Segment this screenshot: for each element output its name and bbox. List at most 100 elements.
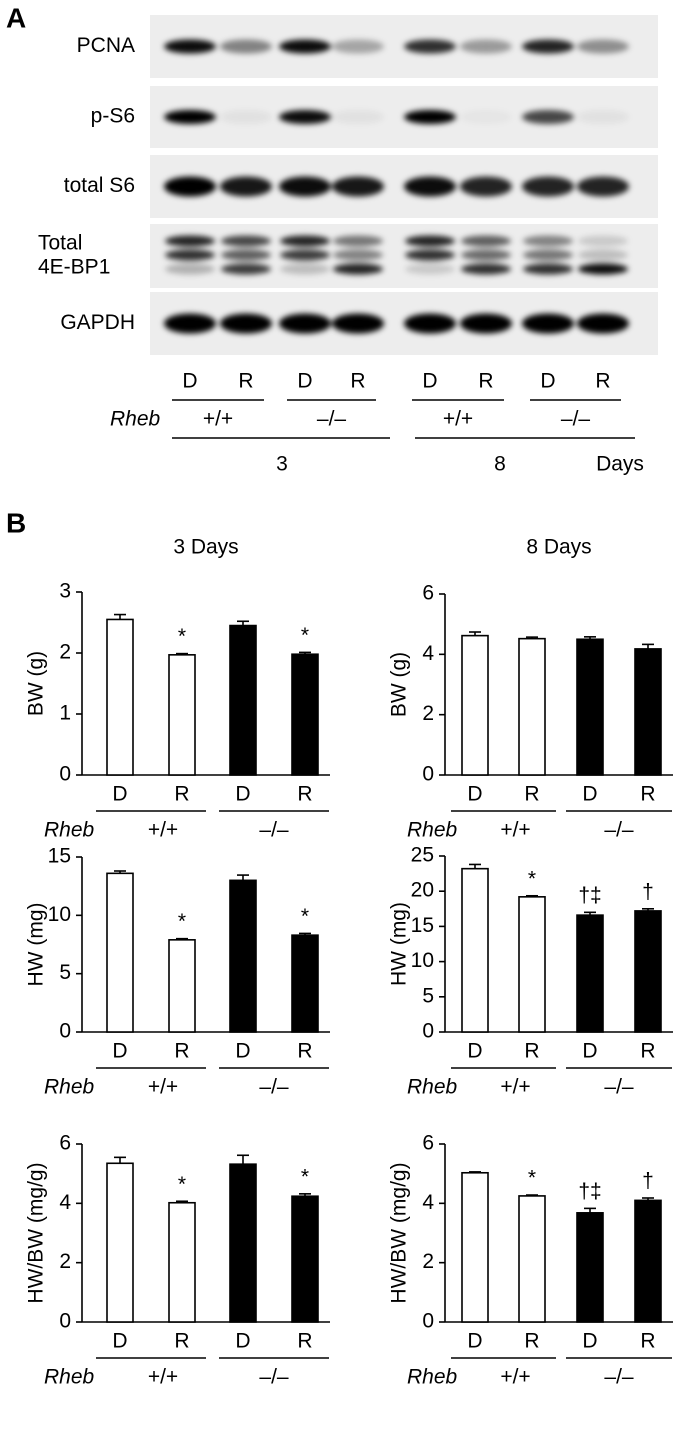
y-tick-label: 0: [422, 1020, 434, 1043]
significance-mark: †‡: [578, 1180, 601, 1203]
band: [577, 110, 629, 124]
band: [461, 249, 511, 261]
y-axis-label: HW/BW (mg/g): [25, 1162, 48, 1303]
y-tick-label: 4: [422, 1191, 434, 1214]
x-tick-label: D: [112, 1040, 127, 1063]
band: [279, 176, 331, 197]
genotype-label: +/+: [500, 1366, 530, 1389]
band: [279, 110, 331, 124]
blot-row-label: Total: [38, 232, 82, 255]
y-tick-label: 2: [422, 1250, 434, 1273]
significance-mark: *: [178, 1173, 186, 1196]
band: [164, 176, 216, 197]
x-tick-label: D: [112, 1330, 127, 1353]
x-tick-label: R: [174, 1330, 189, 1353]
y-tick-label: 25: [411, 844, 434, 867]
bar: [576, 638, 604, 776]
band: [577, 313, 629, 334]
band: [220, 313, 272, 334]
bar: [518, 896, 546, 1033]
y-axis-label: HW/BW (mg/g): [388, 1162, 411, 1303]
band: [577, 176, 629, 197]
x-tick-label: R: [297, 1330, 312, 1353]
strain-label: Rheb: [407, 819, 458, 842]
genotype-label: –/–: [259, 1366, 289, 1389]
strain-label: Rheb: [44, 1076, 95, 1099]
y-tick-label: 0: [59, 763, 71, 786]
bar: [168, 1201, 196, 1323]
y-tick-label: 0: [422, 763, 434, 786]
y-tick-label: 6: [422, 1132, 434, 1155]
x-tick-label: D: [582, 783, 597, 806]
band: [577, 39, 629, 54]
band: [460, 176, 512, 197]
x-tick-label: D: [582, 1040, 597, 1063]
y-tick-label: 0: [422, 1310, 434, 1333]
band: [220, 39, 272, 54]
y-tick-label: 1: [59, 702, 71, 725]
bar: [634, 648, 662, 776]
genotype-label: +/+: [443, 408, 473, 431]
band: [164, 110, 216, 124]
band: [522, 39, 574, 54]
band: [332, 39, 384, 54]
band: [404, 176, 456, 197]
y-tick-label: 15: [48, 845, 71, 868]
blot-bands: [164, 39, 629, 54]
blot-row-label: PCNA: [77, 34, 135, 57]
band: [280, 249, 330, 261]
y-tick-label: 15: [411, 914, 434, 937]
lane-label: R: [478, 370, 493, 393]
blot-row-label: p-S6: [91, 105, 135, 128]
y-tick-label: 0: [59, 1310, 71, 1333]
chart-title: 3 Days: [173, 536, 238, 559]
y-tick-label: 10: [411, 949, 434, 972]
panel-label: A: [6, 2, 26, 33]
y-tick-label: 2: [422, 702, 434, 725]
blot-bands: [165, 235, 628, 275]
y-tick-label: 20: [411, 879, 434, 902]
y-axis-label: HW (mg): [388, 902, 411, 986]
band: [279, 313, 331, 334]
band: [405, 235, 455, 247]
genotype-label: +/+: [500, 1076, 530, 1099]
lane-label: D: [422, 370, 437, 393]
day-label: 3: [276, 453, 288, 476]
bar: [634, 910, 662, 1033]
y-tick-label: 6: [59, 1132, 71, 1155]
bar: [518, 1195, 546, 1323]
bar: [168, 654, 196, 776]
genotype-label: –/–: [604, 1366, 634, 1389]
band: [522, 176, 574, 197]
lane-label: D: [297, 370, 312, 393]
bar: [106, 872, 134, 1033]
band: [165, 249, 215, 261]
band: [333, 263, 383, 275]
significance-mark: *: [178, 910, 186, 933]
blot-bands: [164, 176, 629, 197]
band: [460, 110, 512, 124]
band: [220, 176, 272, 197]
x-tick-label: R: [297, 1040, 312, 1063]
x-tick-label: D: [467, 783, 482, 806]
band: [164, 313, 216, 334]
genotype-label: –/–: [604, 1076, 634, 1099]
band: [332, 176, 384, 197]
significance-mark: *: [178, 625, 186, 648]
blot-row-label: total S6: [64, 174, 135, 197]
genotype-label: +/+: [148, 1366, 178, 1389]
significance-mark: *: [528, 867, 536, 890]
band: [404, 313, 456, 334]
band: [404, 110, 456, 124]
band: [220, 110, 272, 124]
band: [280, 235, 330, 247]
genotype-label: +/+: [148, 819, 178, 842]
genotype-label: +/+: [148, 1076, 178, 1099]
band: [279, 39, 331, 54]
bar: [168, 939, 196, 1033]
band: [333, 249, 383, 261]
x-tick-label: R: [297, 783, 312, 806]
band: [578, 249, 628, 261]
genotype-label: –/–: [604, 819, 634, 842]
strain-label: Rheb: [407, 1076, 458, 1099]
